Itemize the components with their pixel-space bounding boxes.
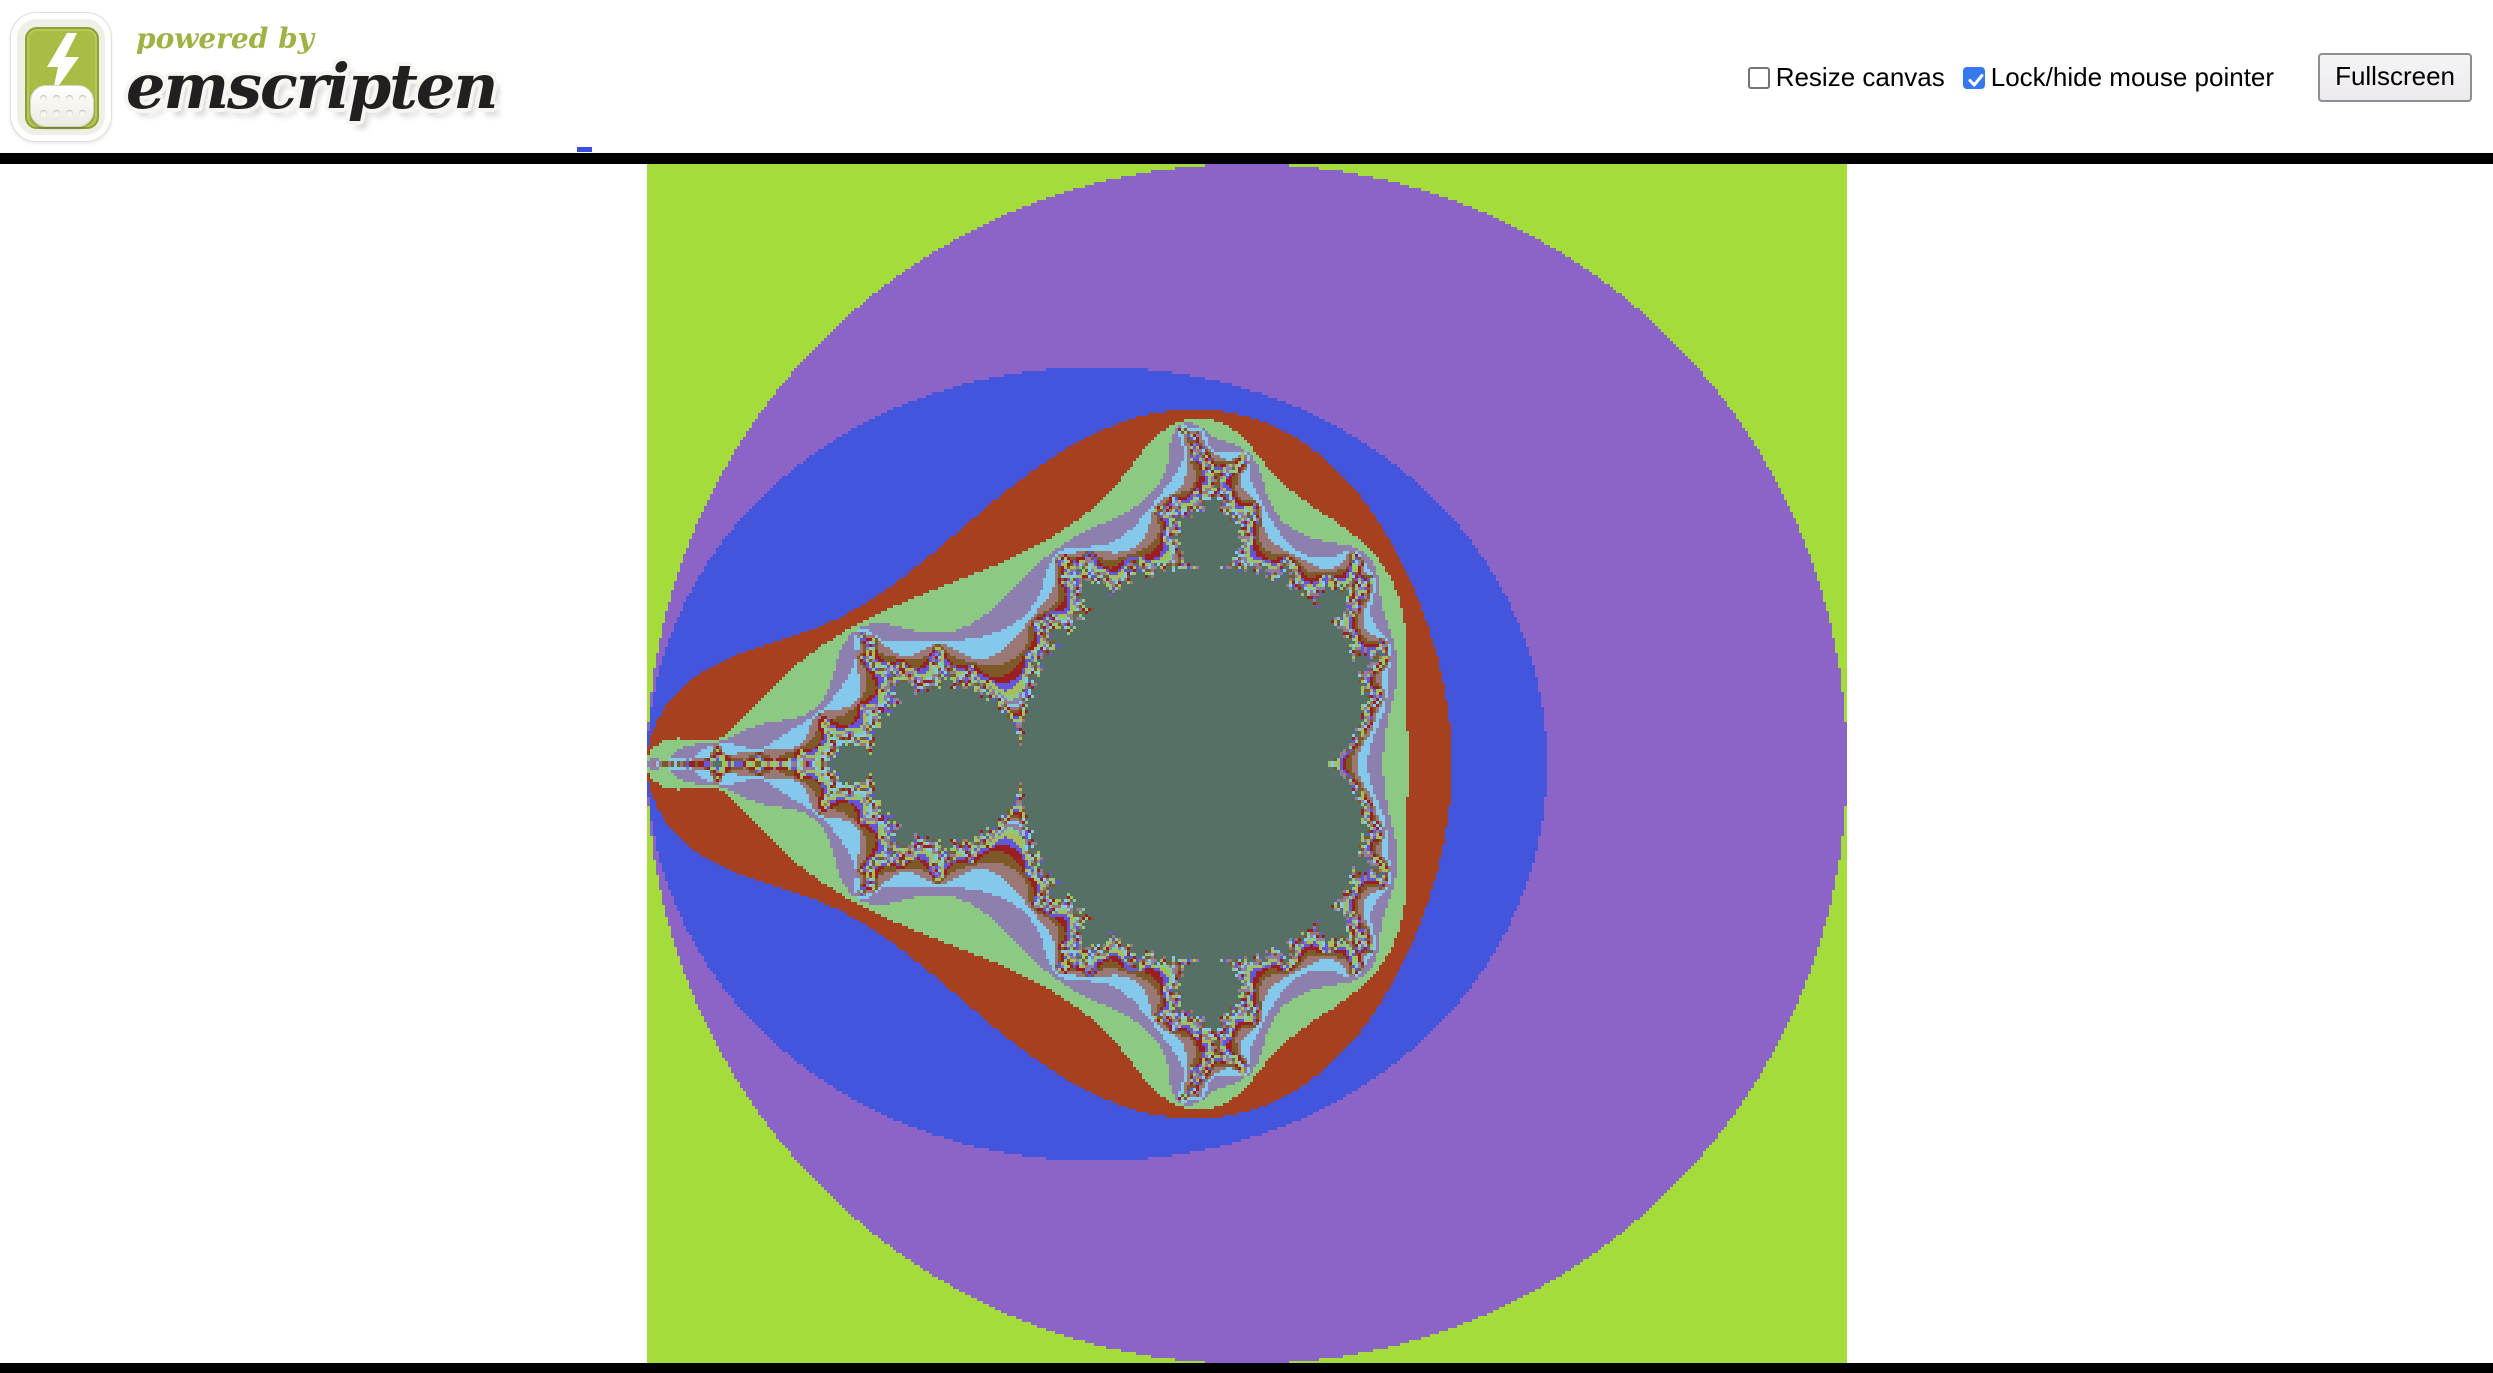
bottom-divider-rule: [0, 1363, 2493, 1373]
pill-dots: [40, 95, 86, 119]
emscripten-logo-badge: [10, 12, 112, 142]
brand-title: emscripten: [126, 50, 498, 123]
pointer-lock-checkbox[interactable]: [1962, 67, 1985, 89]
fractal-canvas[interactable]: [646, 164, 1847, 1364]
caret-mark: [577, 147, 592, 152]
logo-green-panel: [25, 27, 99, 129]
pointer-lock-label: Lock/hide mouse pointer: [1990, 61, 2275, 92]
resize-canvas-label: Resize canvas: [1775, 61, 1945, 92]
logo-pill: [30, 85, 94, 127]
powered-by-text: powered by: [136, 22, 314, 55]
resize-canvas-checkbox[interactable]: [1747, 67, 1770, 89]
lightning-bolt-icon: [47, 33, 79, 95]
header-divider-rule: [0, 153, 2493, 164]
fullscreen-button[interactable]: Fullscreen: [2318, 52, 2472, 102]
header-controls: Resize canvas Lock/hide mouse pointer Fu…: [1747, 50, 2472, 104]
header: powered by emscripten Resize canvas Lock…: [0, 0, 2493, 153]
emscripten-logo-link[interactable]: powered by emscripten: [8, 8, 498, 148]
canvas-area: [0, 164, 2493, 1364]
